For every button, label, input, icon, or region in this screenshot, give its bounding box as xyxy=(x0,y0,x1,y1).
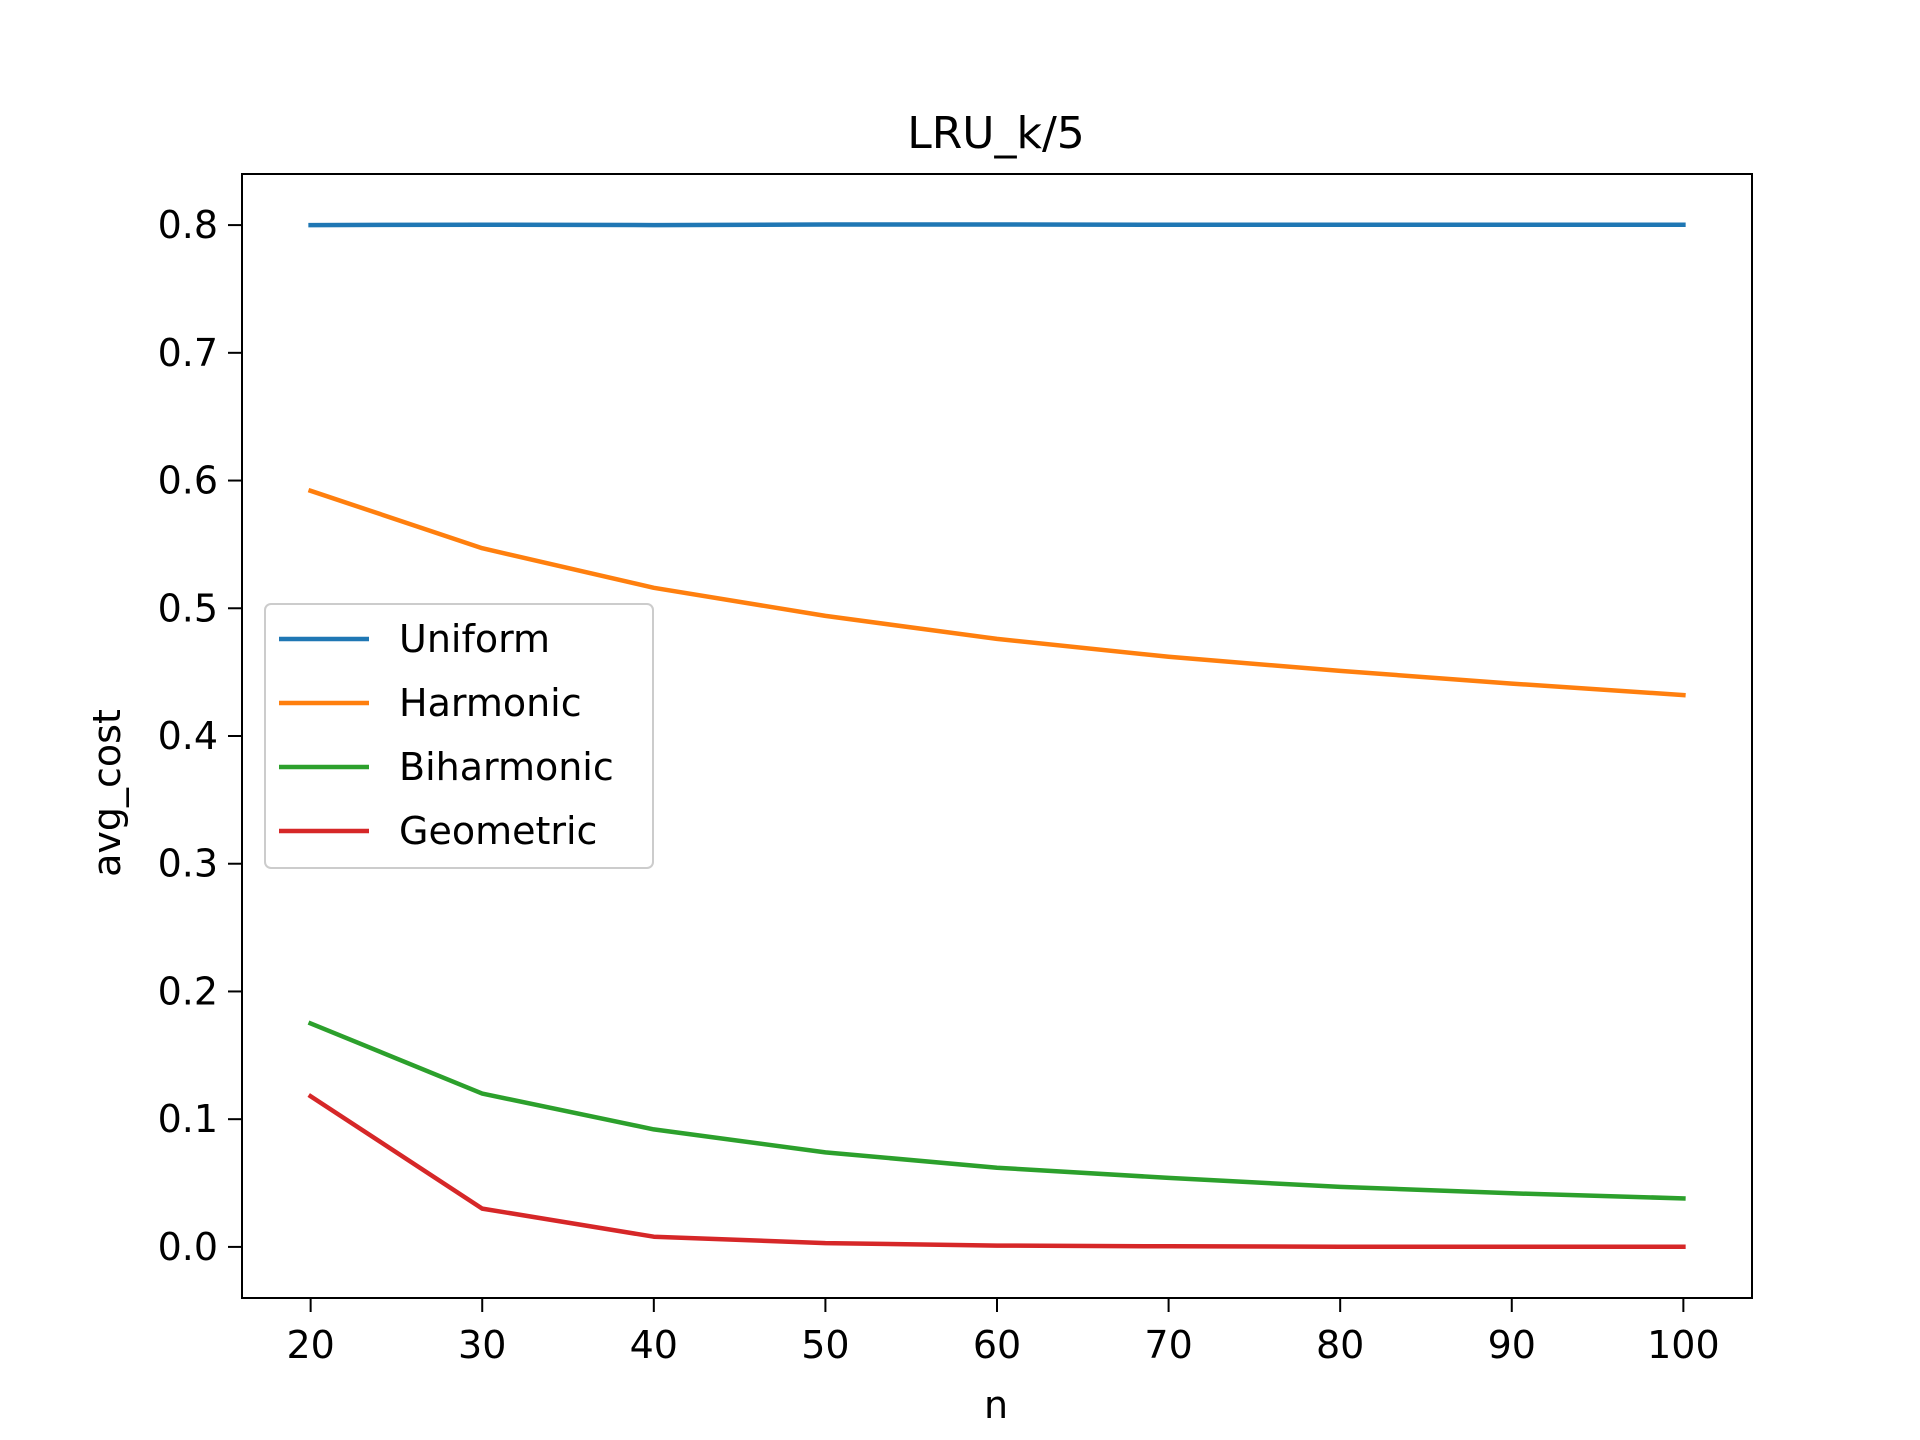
x-axis-label: n xyxy=(984,1383,1008,1427)
chart-title: LRU_k/5 xyxy=(907,108,1085,159)
legend-label-biharmonic: Biharmonic xyxy=(399,745,614,789)
x-tick-label: 40 xyxy=(630,1323,678,1367)
y-tick-label: 0.6 xyxy=(158,459,218,503)
series-line-biharmonic xyxy=(307,1020,1686,1201)
y-tick-label: 0.2 xyxy=(158,969,218,1013)
y-tick-label: 0.1 xyxy=(158,1097,218,1141)
y-tick-label: 0.5 xyxy=(158,586,218,630)
y-tick-label: 0.8 xyxy=(158,203,218,247)
series-line-geometric xyxy=(307,1093,1686,1250)
y-tick-label: 0.4 xyxy=(158,714,218,758)
series-line-uniform xyxy=(308,222,1686,228)
legend-label-geometric: Geometric xyxy=(399,809,597,853)
series-line-harmonic xyxy=(307,487,1686,698)
x-tick-label: 90 xyxy=(1488,1323,1536,1367)
legend-label-uniform: Uniform xyxy=(399,617,550,661)
y-tick-label: 0.7 xyxy=(158,331,218,375)
y-axis-label: avg_cost xyxy=(85,709,129,877)
x-tick-label: 100 xyxy=(1647,1323,1720,1367)
x-tick-label: 70 xyxy=(1144,1323,1192,1367)
x-tick-label: 30 xyxy=(458,1323,506,1367)
legend: Uniform Harmonic Biharmonic Geometric xyxy=(264,603,654,869)
x-tick-label: 80 xyxy=(1316,1323,1364,1367)
x-axis: 20 30 40 50 60 70 80 90 100 xyxy=(286,1298,1720,1367)
y-axis: 0.0 0.1 0.2 0.3 0.4 0.5 0.6 0.7 0.8 xyxy=(158,203,242,1269)
y-tick-label: 0.0 xyxy=(158,1225,218,1269)
x-tick-label: 20 xyxy=(286,1323,334,1367)
x-tick-label: 60 xyxy=(973,1323,1021,1367)
y-tick-label: 0.3 xyxy=(158,842,218,886)
legend-box xyxy=(264,603,654,869)
series-lines xyxy=(307,222,1686,1250)
x-tick-label: 50 xyxy=(801,1323,849,1367)
legend-label-harmonic: Harmonic xyxy=(399,681,582,725)
